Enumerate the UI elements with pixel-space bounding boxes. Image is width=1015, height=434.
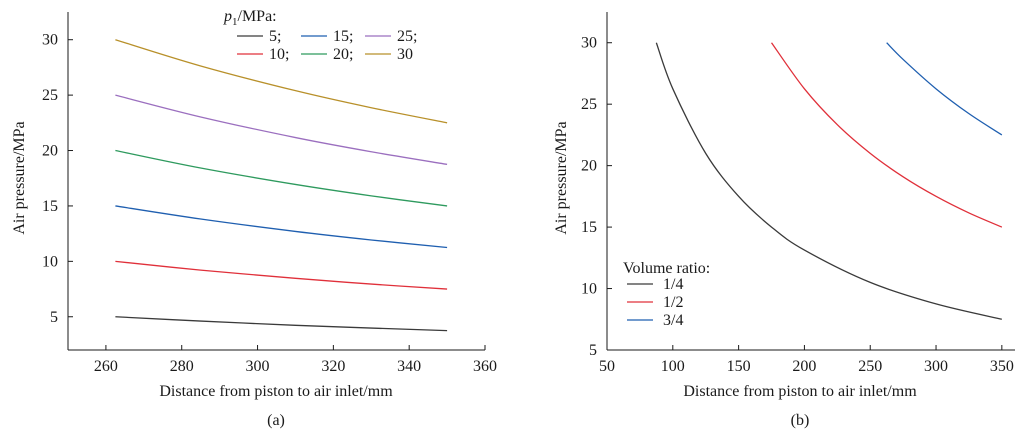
panel-b-x-tick-label: 150: [727, 358, 751, 375]
panel-a-series-line-4: [115, 149, 448, 207]
panel-a-x-axis-label: Distance from piston to air inlet/mm: [159, 383, 393, 400]
panel-a-series: [115, 39, 448, 332]
panel-a-series-line-2: [115, 260, 448, 290]
panel-b-y-tick-label: 10: [581, 281, 597, 298]
panel-b-series-line-2: [770, 42, 1003, 228]
panel-b-legend: Volume ratio: 1/41/23/4: [623, 260, 710, 329]
panel-a-y-ticks: 5 10 15 20 25 30: [42, 32, 73, 326]
panel-a-x-tick-label: 320: [321, 358, 345, 375]
panel-b-series-line-3: [886, 42, 1003, 136]
panel-a-x-tick-label: 340: [397, 358, 421, 375]
panel-a-x-tick-label: 300: [246, 358, 270, 375]
panel-b: 50 100 150 200 250 300 350 5 10 15 20 25 30 Distanc…: [553, 12, 1015, 429]
panel-a-legend-label: 5;: [269, 28, 281, 45]
panel-b-x-tick-label: 300: [924, 358, 948, 375]
panel-a-x-tick-label: 360: [473, 358, 497, 375]
panel-a-legend-items: 5; 15; 25; 10; 20; 30: [237, 28, 417, 63]
panel-a-y-axis-label: Air pressure/MPa: [11, 121, 28, 234]
panel-b-x-tick-label: 50: [599, 358, 615, 375]
panel-b-x-tick-label: 200: [792, 358, 816, 375]
panel-b-legend-label: 1/4: [663, 276, 683, 293]
panel-b-legend-label: 1/2: [663, 294, 683, 311]
panel-a-y-tick-label: 20: [42, 143, 58, 160]
panel-b-y-tick-label: 30: [581, 35, 597, 52]
panel-b-y-tick-label: 20: [581, 158, 597, 175]
panel-a-series-line-3: [115, 205, 448, 249]
legend-title-prefix: p: [223, 8, 232, 25]
panel-a-series-line-1: [115, 316, 448, 332]
panel-a-legend-label: 10;: [269, 46, 289, 63]
panel-b-series-line-1: [655, 42, 1002, 320]
panel-a-y-tick-label: 25: [42, 87, 58, 104]
panel-b-legend-items: 1/41/23/4: [627, 276, 683, 329]
panel-a-legend-label: 15;: [333, 28, 353, 45]
panel-a-x-tick-label: 260: [94, 358, 118, 375]
panel-b-series: [655, 42, 1003, 320]
panel-b-y-tick-label: 5: [589, 342, 597, 359]
panel-b-label: (b): [791, 412, 810, 429]
panel-b-x-axis-label: Distance from piston to air inlet/mm: [683, 383, 917, 400]
panel-a: 260 280 300 320 340 360 5 10 15 20 25 30 Distance …: [11, 8, 497, 429]
panel-b-y-tick-label: 15: [581, 219, 597, 236]
panel-a-y-tick-label: 30: [42, 32, 58, 49]
panel-a-legend-label: 30: [397, 46, 413, 63]
panel-a-series-line-5: [115, 94, 448, 166]
panel-b-y-ticks: 5 10 15 20 25 30: [581, 35, 612, 359]
panel-b-x-tick-label: 250: [858, 358, 882, 375]
legend-title-sub: 1: [232, 16, 238, 28]
panel-a-y-tick-label: 15: [42, 198, 58, 215]
panel-a-x-tick-label: 280: [170, 358, 194, 375]
panel-a-legend-label: 20;: [333, 46, 353, 63]
panel-a-series-line-6: [115, 39, 448, 124]
panel-b-legend-title: Volume ratio:: [623, 260, 710, 277]
panel-a-y-tick-label: 5: [50, 309, 58, 326]
panel-b-legend-label: 3/4: [663, 312, 683, 329]
panel-a-x-ticks: 260 280 300 320 340 360: [94, 345, 497, 375]
panel-b-y-axis-label: Air pressure/MPa: [553, 121, 570, 234]
panel-a-legend-label: 25;: [397, 28, 417, 45]
panel-b-x-tick-label: 350: [990, 358, 1014, 375]
panel-a-legend-title: p1/MPa:: [223, 8, 277, 28]
panel-a-label: (a): [267, 412, 285, 429]
panel-b-x-tick-label: 100: [661, 358, 685, 375]
panel-a-legend: p1/MPa: 5; 15; 25; 10; 20; 30: [223, 8, 417, 63]
panel-b-x-ticks: 50 100 150 200 250 300 350: [599, 345, 1014, 375]
panel-b-y-tick-label: 25: [581, 96, 597, 113]
panel-a-y-tick-label: 10: [42, 253, 58, 270]
legend-title-suffix: /MPa:: [238, 8, 277, 25]
